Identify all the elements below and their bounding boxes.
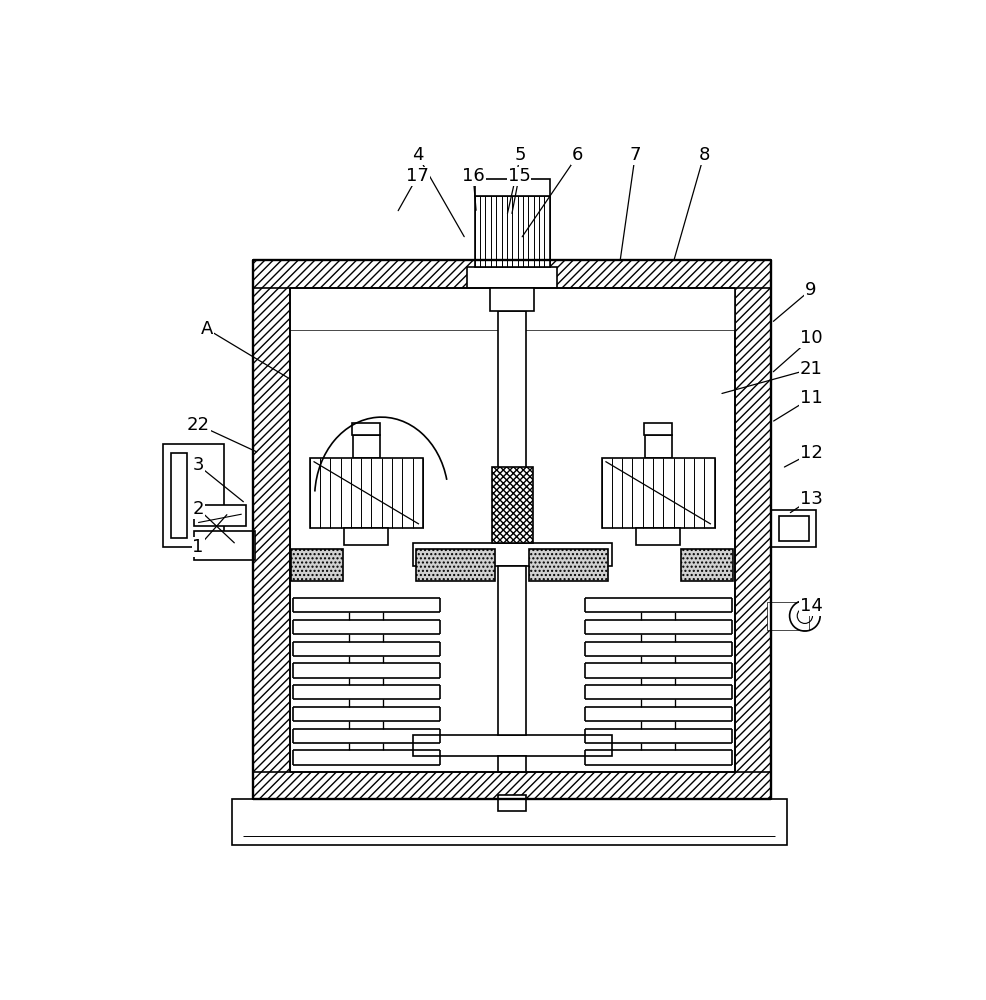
Bar — [499, 566, 526, 735]
Bar — [492, 467, 532, 543]
Text: 9: 9 — [806, 281, 816, 299]
Bar — [194, 531, 255, 560]
Bar — [735, 260, 771, 799]
Bar — [490, 288, 534, 311]
Bar — [171, 453, 187, 538]
Bar — [290, 288, 735, 330]
Bar — [467, 267, 557, 288]
Text: 21: 21 — [800, 360, 822, 378]
Text: 17: 17 — [406, 167, 429, 185]
Bar — [416, 549, 495, 581]
Bar — [601, 458, 715, 528]
Bar — [344, 528, 388, 545]
Text: 22: 22 — [186, 416, 210, 434]
Bar — [499, 311, 526, 543]
Bar — [636, 528, 680, 545]
Bar — [645, 435, 671, 458]
Bar — [475, 196, 549, 267]
Text: 13: 13 — [800, 490, 822, 508]
Bar — [645, 423, 671, 435]
Bar — [253, 260, 771, 288]
Bar — [353, 435, 380, 458]
Text: 10: 10 — [800, 329, 822, 347]
Text: 3: 3 — [192, 456, 204, 474]
Text: 8: 8 — [698, 146, 710, 164]
Bar — [413, 735, 611, 756]
Text: 5: 5 — [515, 146, 527, 164]
Text: 16: 16 — [461, 167, 484, 185]
Bar — [499, 795, 526, 811]
Text: 12: 12 — [800, 444, 822, 462]
Bar — [253, 260, 290, 799]
Text: 7: 7 — [629, 146, 641, 164]
Bar — [529, 549, 608, 581]
Text: 14: 14 — [800, 597, 822, 615]
Bar — [413, 543, 611, 566]
Bar — [292, 549, 343, 581]
Bar — [253, 772, 771, 799]
Text: 6: 6 — [572, 146, 584, 164]
Text: 4: 4 — [412, 146, 423, 164]
Bar — [779, 516, 810, 541]
Text: 15: 15 — [508, 167, 530, 185]
Text: 2: 2 — [192, 500, 204, 518]
Bar — [767, 602, 810, 630]
Bar — [232, 799, 787, 845]
Bar — [681, 549, 733, 581]
Bar — [353, 423, 380, 435]
Text: 1: 1 — [192, 538, 204, 556]
Text: 11: 11 — [800, 389, 822, 407]
Text: A: A — [201, 320, 214, 338]
Bar — [499, 756, 526, 772]
Bar — [475, 179, 549, 196]
Bar — [771, 510, 815, 547]
Bar — [310, 458, 423, 528]
Bar — [194, 505, 246, 526]
Bar — [163, 444, 224, 547]
